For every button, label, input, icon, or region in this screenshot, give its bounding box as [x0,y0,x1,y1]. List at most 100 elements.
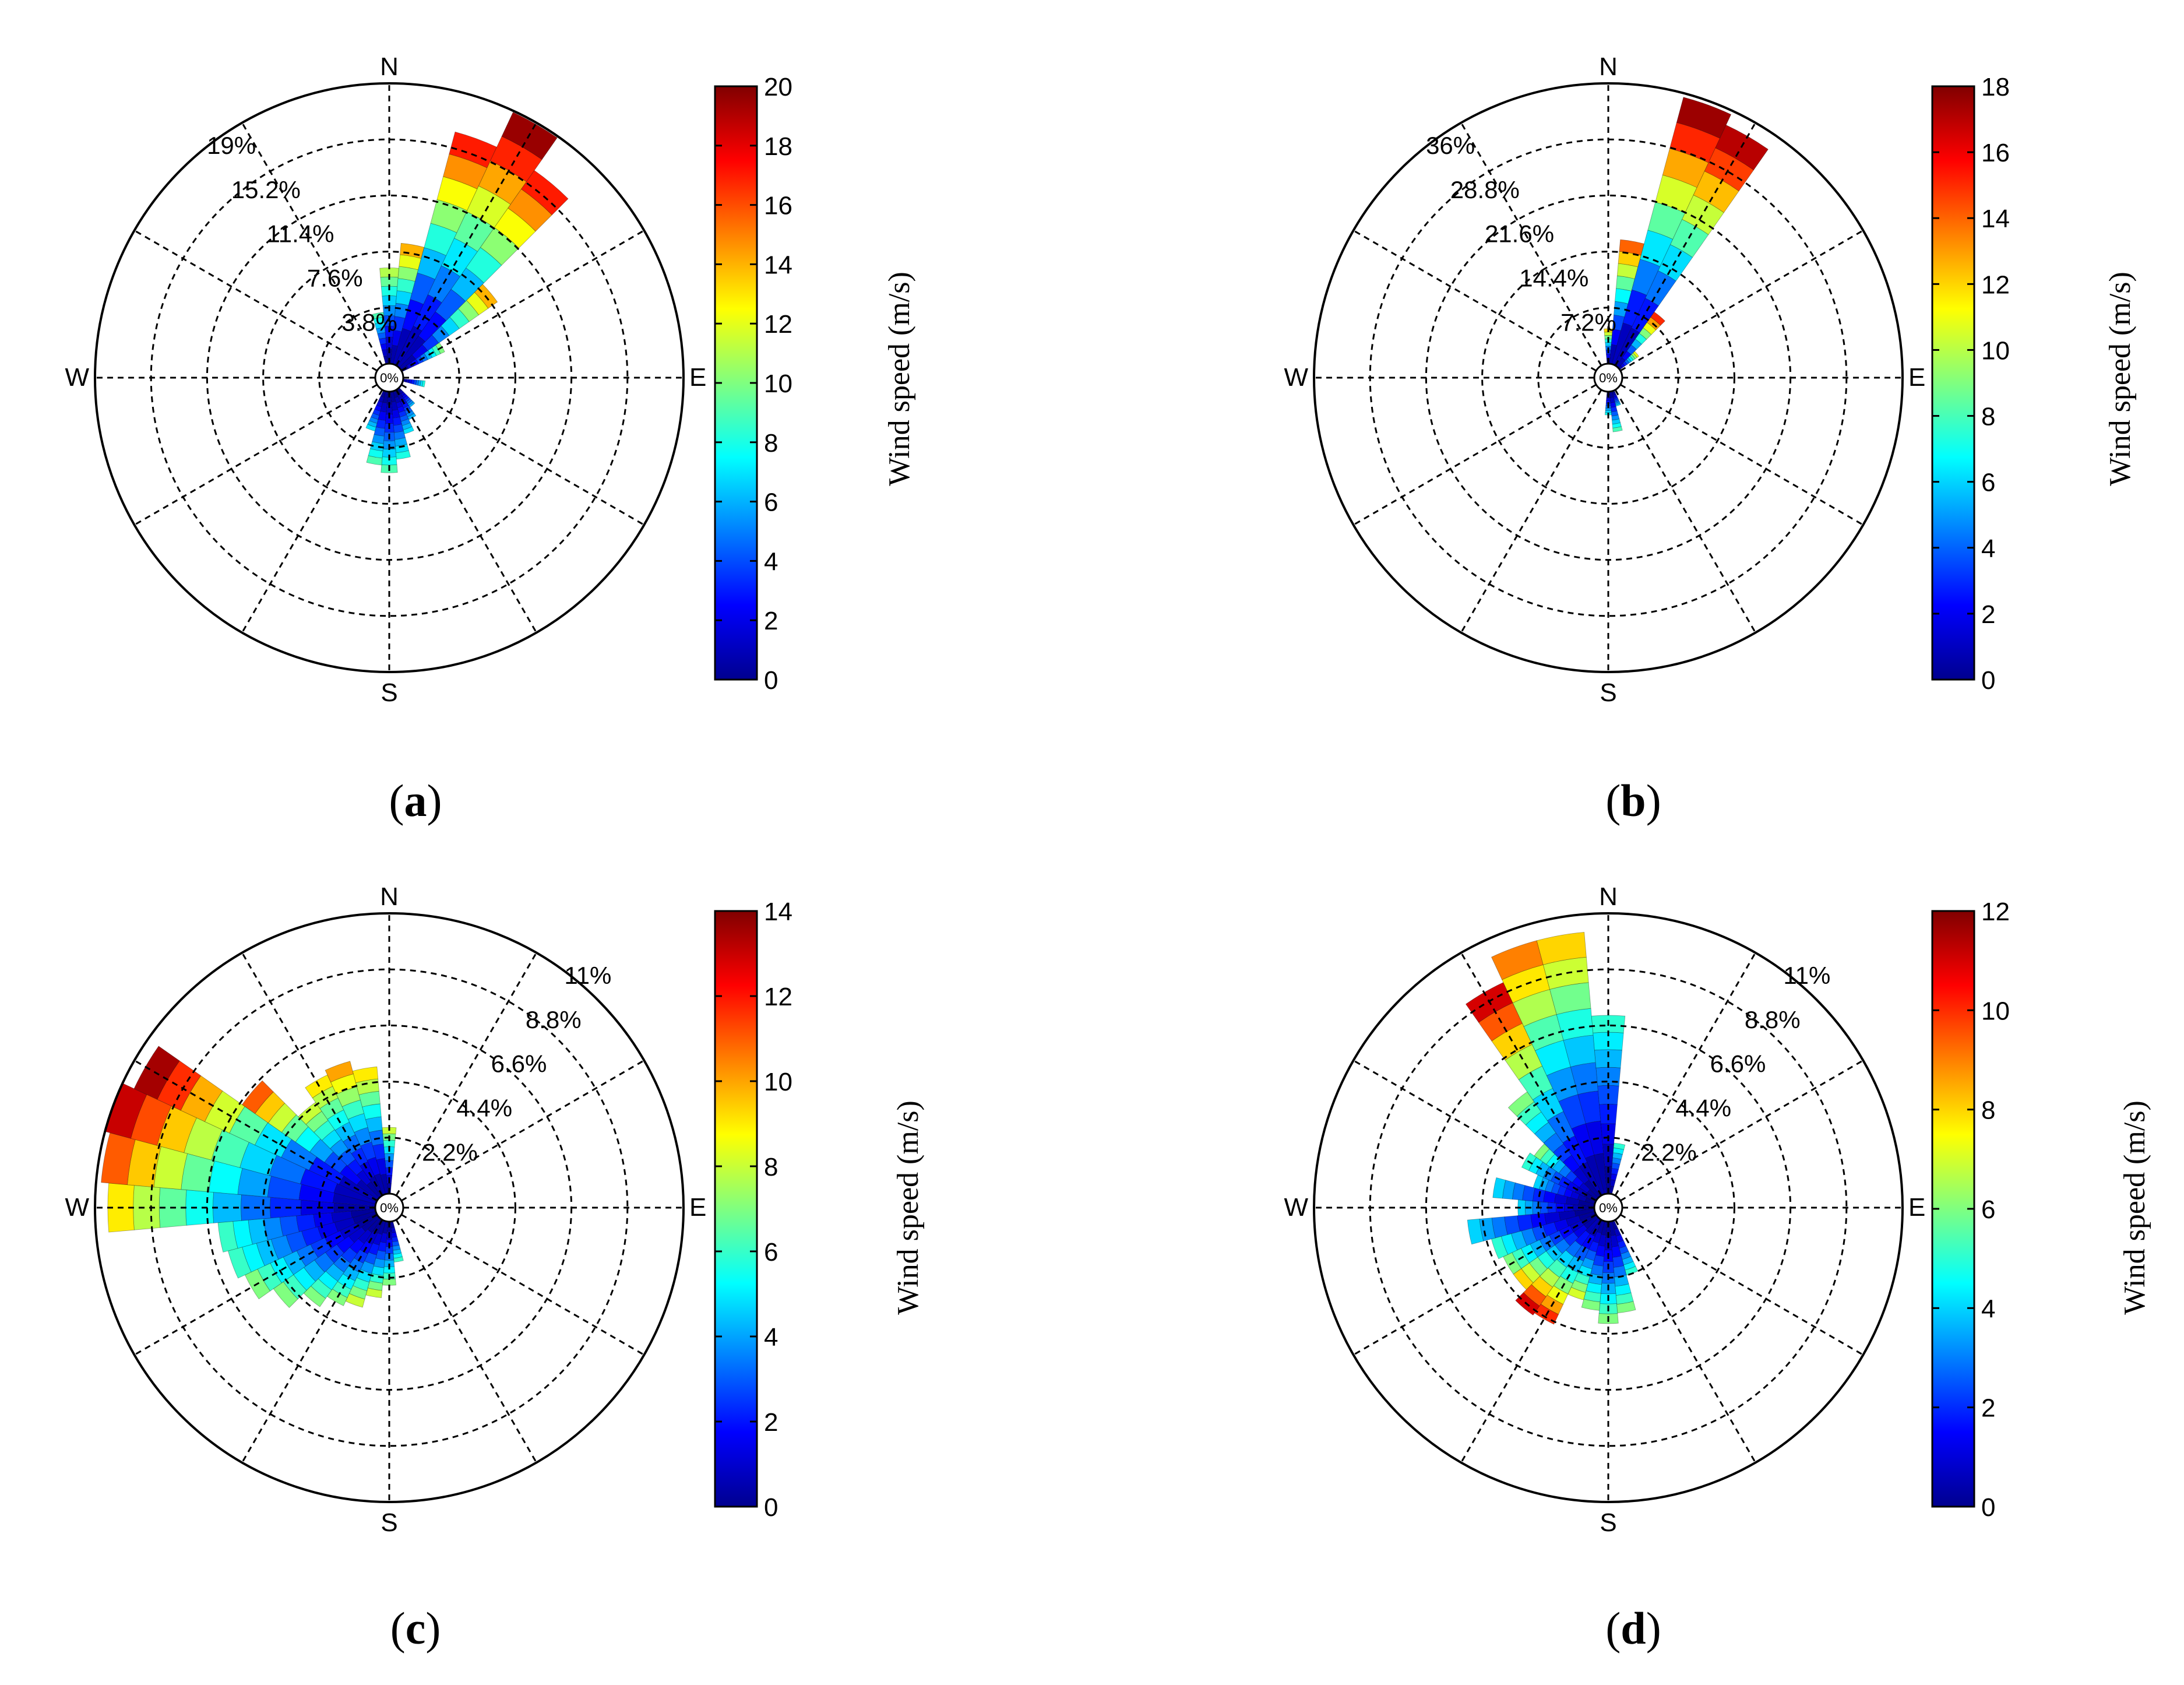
compass-label-w: W [1284,363,1308,392]
bar-segment-260deg [1467,1218,1484,1245]
spoke-line [133,230,378,372]
center-circle [1593,363,1623,393]
spoke-line [401,384,645,526]
windrose-bars [101,1046,404,1308]
colorbar-tick-label: 8 [764,1153,778,1181]
colorbar-tick-label: 12 [764,310,792,339]
spoke-line [241,952,383,1196]
bar-segment-170deg [393,1256,404,1263]
colorbar-tick-label: 18 [764,132,792,161]
spoke-line [1460,1219,1602,1464]
bar-segment-360deg [1605,342,1612,347]
colorbar-tick-label: 16 [1981,139,2010,167]
center-circle [374,1192,404,1223]
radius-label: 15.2% [231,176,301,203]
polar-grid [1313,912,1904,1503]
polar-grid [1313,82,1904,673]
colorbar-tick-label: 2 [1981,1394,1995,1423]
spoke-line [241,122,383,366]
windrose-panel-2: 0% N E S W 7.2% 14.4% 21.6% 28.8% 36% 0 2 4 6 8 10 12 14 1… [1284,52,2137,826]
spoke-line [395,389,537,634]
spoke-line [1620,230,1864,372]
bar-segment-350deg [1549,982,1591,1015]
compass-label-w: W [1284,1193,1308,1222]
radius-label: 11.4% [267,220,334,248]
colorbar-tick-label: 16 [764,192,792,220]
bar-segment-50deg [1633,351,1640,358]
colorbar-tick-label: 4 [1981,534,1995,563]
colorbar-tick-label: 6 [1981,1195,1995,1224]
spoke-line [1460,122,1602,366]
radius-label: 28.8% [1450,176,1520,203]
colorbar-tick-label: 10 [1981,997,2010,1025]
colorbar-tick-label: 2 [764,1408,778,1437]
compass-label-n: N [1599,882,1618,911]
windrose-panel-4: 0% N E S W 2.2% 4.4% 6.6% 8.8% 11% 0 2 4 6 8 10 12 Wind s… [1284,882,2151,1654]
colorbar-tick-label: 18 [1981,73,2010,101]
spoke-line [1614,122,1756,366]
compass-label-s: S [1600,1508,1616,1537]
bar-segment-40deg [521,170,569,216]
colorbar-tick-label: 10 [764,1068,792,1096]
radius-label: 4.4% [456,1095,512,1122]
colorbar-gradient [1931,85,1975,681]
radius-label: 3.8% [341,308,397,336]
compass-label-e: E [689,363,706,392]
colorbar-tick-label: 10 [764,370,792,398]
bar-segment-200deg [345,1293,365,1308]
outer-ring [94,912,685,1503]
spoke-line [1620,384,1864,526]
radius-label: 2.2% [422,1138,478,1166]
center-label: 0% [380,371,399,385]
colorbar-tick-label: 14 [764,251,792,279]
compass-label-n: N [380,52,399,81]
spoke-line [395,122,537,366]
colorbar-tick-label: 0 [1981,1493,1995,1522]
bar-segment-280deg [1492,1177,1506,1199]
colorbar-tick-label: 4 [764,1323,778,1352]
bar-segment-310deg [241,1080,274,1114]
bar-segment-200deg [365,424,376,432]
colorbar-tick-label: 12 [1981,270,2010,299]
colorbar-tick-label: 14 [764,898,792,926]
bar-segment-190deg [366,455,383,466]
bar-segment-180deg [1605,410,1612,413]
spoke-line [401,1060,645,1202]
bar-segment-20deg [1676,97,1732,139]
bar-segment-10deg [1613,1142,1626,1150]
spoke-line [395,1219,537,1464]
spoke-line [401,1213,645,1356]
bar-segment-160deg [1625,1266,1639,1276]
radius-label: 14.4% [1519,265,1588,292]
spoke-line [241,389,383,634]
compass-label-s: S [381,678,397,707]
spoke-line [133,1213,378,1356]
colorbar-title: Wind speed (m/s) [2118,1100,2151,1315]
colorbar-tick-label: 12 [764,983,792,1011]
bar-segment-180deg [1606,397,1611,402]
spoke-line [1352,1060,1597,1202]
compass-label-e: E [1908,363,1925,392]
colorbar-tick-label: 10 [1981,336,2010,365]
colorbar-tick-label: 14 [1981,205,2010,233]
colorbar-title: Wind speed (m/s) [2104,272,2137,486]
spoke-line [401,230,645,372]
colorbar: 0 2 4 6 8 10 12 14 16 18 20 Wind speed (m/s) [714,73,916,695]
radius-label: 8.8% [1745,1006,1801,1033]
radius-label: 11% [1783,962,1830,989]
spoke-line [1620,1060,1864,1202]
dashed-ring [1481,1081,1735,1335]
colorbar-tick-label: 0 [764,666,778,695]
colorbar-title: Wind speed (m/s) [892,1100,925,1315]
radius-label: 8.8% [526,1006,582,1033]
radius-label: 4.4% [1675,1095,1731,1122]
compass-label-e: E [689,1193,706,1222]
spoke-line [1352,384,1597,526]
bar-segment-360deg [1605,353,1611,359]
colorbar-tick-label: 0 [764,1493,778,1522]
spoke-line [1460,389,1602,634]
panel-label: (c) [390,1603,441,1654]
colorbar-tick-label: 6 [764,1238,778,1267]
spoke-line [241,1219,383,1464]
colorbar-tick-label: 4 [1981,1294,1995,1323]
